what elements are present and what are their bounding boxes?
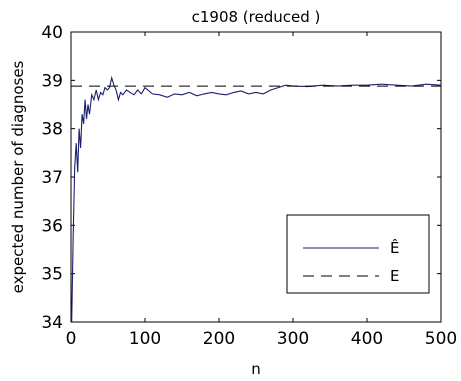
x-tick-label: 200 [203, 329, 235, 349]
legend: ÊE [286, 214, 430, 294]
legend-label: E [390, 267, 399, 285]
plot-area: 0 100 200 300 400 500 34 35 36 37 38 39 40 [41, 23, 457, 349]
y-tick-label: 37 [41, 168, 63, 188]
x-tick-label: 0 [66, 329, 77, 349]
legend-box [286, 214, 430, 294]
y-tick-label: 36 [41, 216, 63, 236]
x-tick-label: 100 [129, 329, 161, 349]
x-tick-label: 400 [351, 329, 383, 349]
y-tick-label: 39 [41, 71, 63, 91]
x-axis-label: n [251, 360, 261, 378]
chart-title: c1908 (reduced ) [192, 8, 321, 26]
x-tick-label: 500 [425, 329, 457, 349]
y-tick-label: 34 [41, 313, 63, 333]
y-tick-label: 38 [41, 120, 63, 140]
legend-label: Ê [390, 238, 399, 257]
x-tick-label: 300 [277, 329, 309, 349]
y-axis-label: expected number of diagnoses [9, 60, 27, 293]
y-tick-label: 40 [41, 23, 63, 43]
y-tick-label: 35 [41, 265, 63, 285]
